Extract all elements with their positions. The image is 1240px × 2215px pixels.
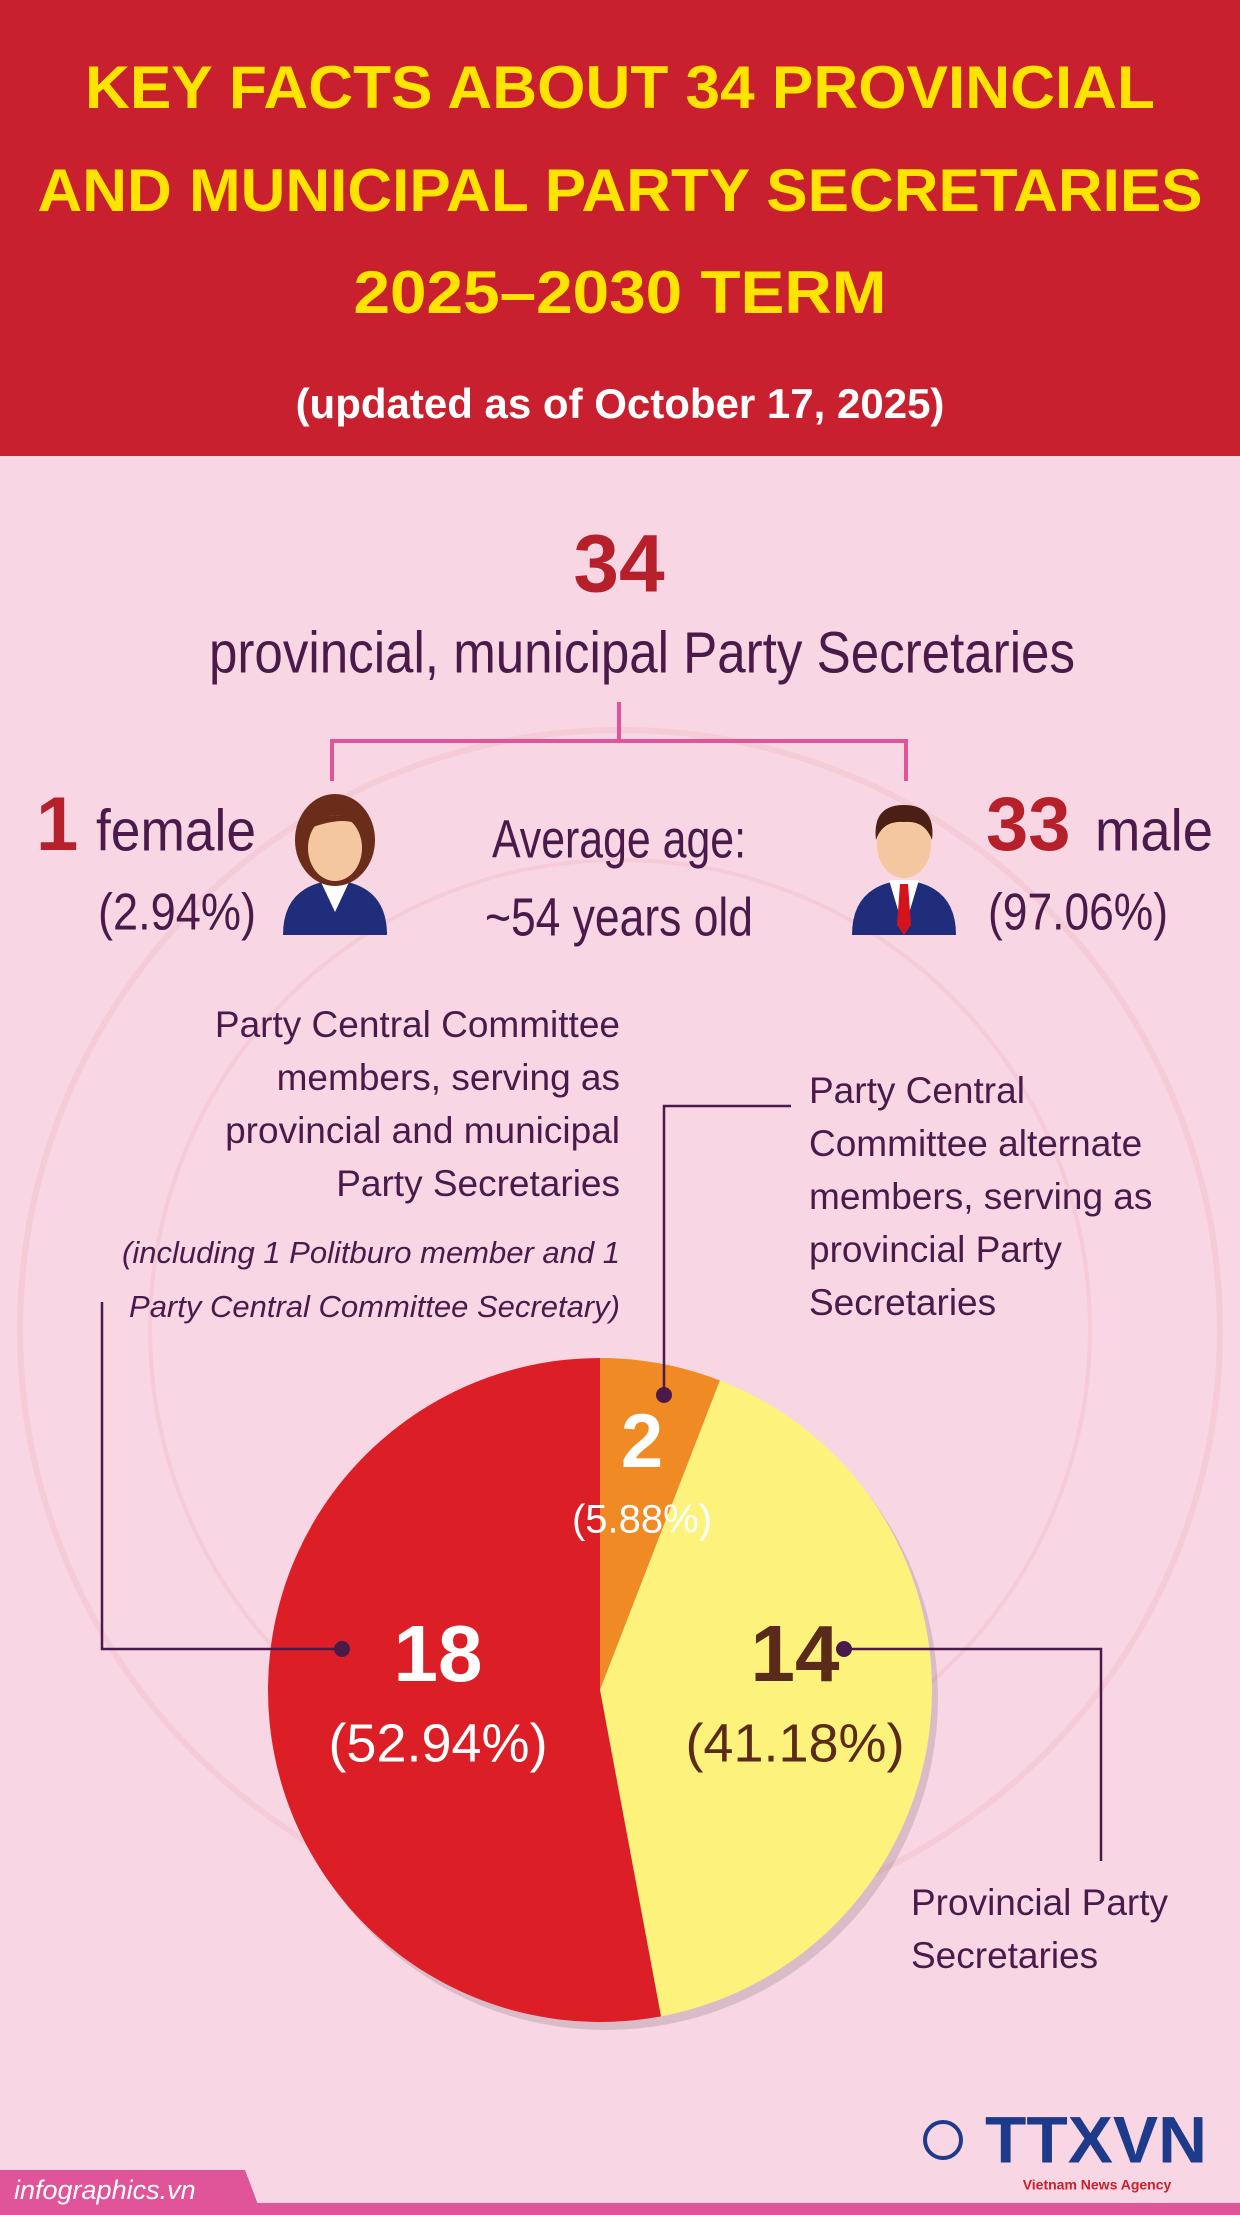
title-line: AND MUNICIPAL PARTY SECRETARIES bbox=[38, 157, 1203, 224]
male-label: male bbox=[1095, 798, 1213, 863]
value-label: 18 bbox=[394, 1609, 483, 1698]
bracket bbox=[330, 702, 908, 781]
footer-line bbox=[0, 2203, 1240, 2215]
female-value: 1 bbox=[36, 782, 78, 867]
title-line: 2025–2030 TERM bbox=[354, 259, 887, 326]
annotation: Party Central Committee members, serving… bbox=[214, 1004, 620, 1204]
annotation: Party Central Committee alternate member… bbox=[809, 1070, 1153, 1323]
age-value: ~54 years old bbox=[485, 887, 753, 947]
percent-label: (5.88%) bbox=[572, 1498, 712, 1542]
header-band bbox=[0, 0, 1240, 456]
agency-sub: Vietnam News Agency bbox=[1023, 2177, 1172, 2193]
annotation: Provincial Party Secretaries bbox=[911, 1882, 1169, 1976]
copyright-icon bbox=[923, 2120, 963, 2160]
subtitle: (updated as of October 17, 2025) bbox=[296, 380, 945, 427]
age-label: Average age: bbox=[492, 809, 746, 869]
leader-dots bbox=[334, 1387, 852, 1657]
agency: TTXVN bbox=[985, 2102, 1207, 2176]
percent-label: (41.18%) bbox=[685, 1713, 904, 1773]
total-value: 34 bbox=[573, 519, 665, 610]
pie bbox=[268, 1357, 938, 2030]
male-value: 33 bbox=[986, 782, 1071, 867]
male-percent: (97.06%) bbox=[988, 884, 1168, 942]
title-line: KEY FACTS ABOUT 34 PROVINCIAL bbox=[85, 54, 1155, 121]
pie-slice bbox=[268, 1357, 662, 2022]
percent-label: (52.94%) bbox=[328, 1713, 547, 1773]
source: infographics.vn bbox=[14, 2175, 196, 2205]
value-label: 2 bbox=[621, 1399, 663, 1484]
pie-slice bbox=[600, 1380, 933, 2017]
male-icon bbox=[852, 805, 956, 935]
annotation-note: (including 1 Politburo member and 1 Part… bbox=[122, 1235, 620, 1324]
pie-slice bbox=[600, 1358, 720, 1690]
leader-lines bbox=[100, 1104, 1103, 1861]
female-percent: (2.94%) bbox=[98, 884, 256, 942]
value-label: 14 bbox=[751, 1609, 840, 1698]
total-label: provincial, municipal Party Secretaries bbox=[209, 620, 1075, 685]
female-label: female bbox=[96, 798, 256, 863]
female-icon bbox=[283, 794, 387, 935]
